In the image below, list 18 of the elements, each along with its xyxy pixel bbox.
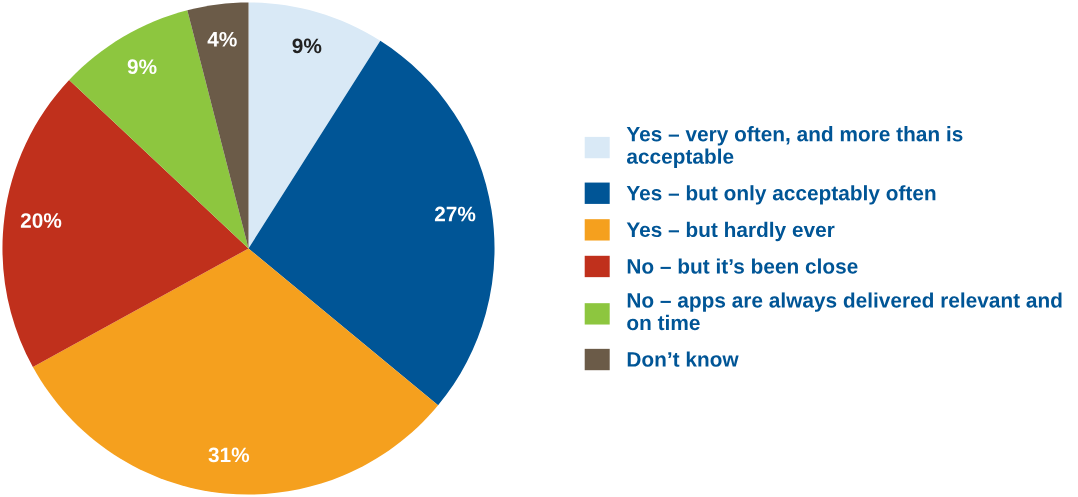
data-label: 31% bbox=[208, 447, 250, 463]
data-label: 27% bbox=[434, 206, 476, 222]
data-label: 9% bbox=[127, 59, 157, 75]
legend-label: No – apps are always delivered relevant and on time bbox=[627, 292, 1062, 331]
legend-label: Yes – very often, and more than is acceptable bbox=[626, 126, 963, 168]
legend-label: Yes – but only acceptably often bbox=[626, 185, 936, 205]
legend-label: No – but it’s been close bbox=[627, 258, 858, 274]
legend-label: Don’t know bbox=[627, 351, 739, 367]
pie-slice bbox=[69, 10, 249, 249]
data-label: 20% bbox=[20, 213, 62, 228]
legend-label: Yes – but hardly ever bbox=[626, 221, 835, 242]
pie-slice bbox=[2, 80, 249, 368]
data-label: 9% bbox=[292, 38, 322, 54]
data-label: 4% bbox=[207, 31, 237, 47]
pie-slice bbox=[248, 2, 381, 249]
pie-slice bbox=[187, 2, 249, 249]
pie-slice bbox=[248, 40, 495, 406]
pie-slice bbox=[32, 248, 439, 495]
